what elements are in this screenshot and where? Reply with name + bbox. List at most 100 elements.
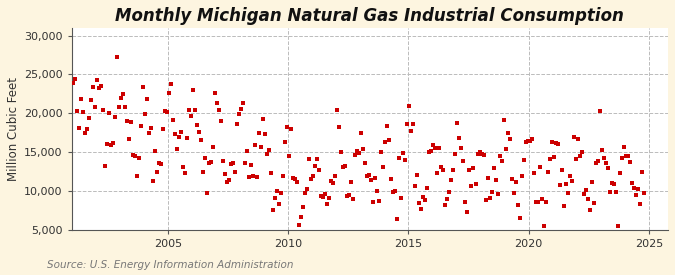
Point: [254, 131, 265, 136]
Point: [591, 161, 601, 165]
Point: [488, 165, 499, 170]
Point: [314, 168, 325, 172]
Point: [99, 164, 110, 168]
Point: [538, 224, 549, 228]
Point: [264, 147, 275, 152]
Point: [526, 137, 537, 141]
Point: [157, 127, 168, 131]
Point: [95, 84, 106, 89]
Point: [500, 147, 511, 151]
Point: [192, 123, 202, 128]
Point: [284, 154, 294, 158]
Point: [382, 124, 393, 128]
Point: [188, 88, 198, 92]
Point: [146, 126, 157, 131]
Point: [115, 96, 126, 100]
Point: [304, 157, 315, 161]
Point: [150, 148, 161, 153]
Point: [456, 145, 467, 150]
Point: [532, 200, 543, 204]
Point: [74, 126, 84, 130]
Point: [300, 191, 310, 196]
Point: [208, 145, 219, 149]
Point: [268, 208, 279, 212]
Point: [476, 152, 487, 156]
Point: [358, 147, 369, 151]
Point: [504, 137, 515, 141]
Point: [180, 170, 190, 175]
Point: [84, 116, 95, 120]
Point: [163, 91, 174, 96]
Point: [258, 117, 269, 122]
Point: [578, 192, 589, 196]
Point: [165, 82, 176, 87]
Point: [227, 161, 238, 166]
Point: [637, 170, 647, 174]
Point: [336, 149, 347, 154]
Point: [204, 161, 215, 166]
Point: [620, 154, 631, 158]
Point: [542, 169, 553, 174]
Point: [587, 180, 597, 185]
Point: [159, 109, 170, 113]
Point: [91, 78, 102, 82]
Point: [225, 162, 236, 167]
Point: [122, 119, 132, 123]
Point: [134, 156, 144, 160]
Point: [274, 202, 285, 206]
Point: [418, 195, 429, 199]
Point: [294, 223, 304, 227]
Point: [78, 110, 88, 114]
Point: [244, 175, 254, 179]
Point: [478, 153, 489, 158]
Point: [256, 145, 267, 150]
Point: [396, 196, 407, 200]
Point: [169, 132, 180, 136]
Point: [86, 98, 97, 102]
Point: [236, 107, 246, 111]
Point: [262, 152, 273, 156]
Point: [272, 188, 283, 193]
Point: [546, 139, 557, 144]
Point: [161, 110, 172, 115]
Point: [213, 108, 224, 112]
Point: [107, 141, 118, 145]
Point: [132, 174, 142, 178]
Point: [474, 149, 485, 154]
Point: [406, 129, 416, 133]
Point: [494, 154, 505, 158]
Point: [583, 196, 593, 201]
Point: [486, 189, 497, 194]
Point: [562, 191, 573, 196]
Point: [458, 159, 469, 163]
Point: [378, 165, 389, 169]
Point: [529, 170, 539, 175]
Point: [242, 149, 252, 153]
Point: [194, 130, 205, 134]
Point: [502, 131, 513, 135]
Point: [217, 159, 228, 164]
Text: Source: U.S. Energy Information Administration: Source: U.S. Energy Information Administ…: [47, 260, 294, 270]
Point: [80, 131, 90, 135]
Point: [196, 138, 207, 142]
Point: [608, 182, 619, 186]
Point: [484, 195, 495, 200]
Point: [290, 177, 300, 182]
Point: [171, 147, 182, 151]
Point: [198, 170, 209, 174]
Point: [536, 197, 547, 201]
Point: [380, 139, 391, 144]
Point: [119, 105, 130, 110]
Point: [462, 209, 473, 214]
Point: [468, 166, 479, 170]
Point: [630, 193, 641, 197]
Point: [634, 201, 645, 206]
Point: [362, 174, 373, 178]
Point: [340, 163, 351, 168]
Point: [338, 165, 349, 169]
Point: [480, 198, 491, 202]
Point: [540, 200, 551, 205]
Point: [464, 168, 475, 172]
Point: [589, 200, 599, 205]
Point: [436, 165, 447, 169]
